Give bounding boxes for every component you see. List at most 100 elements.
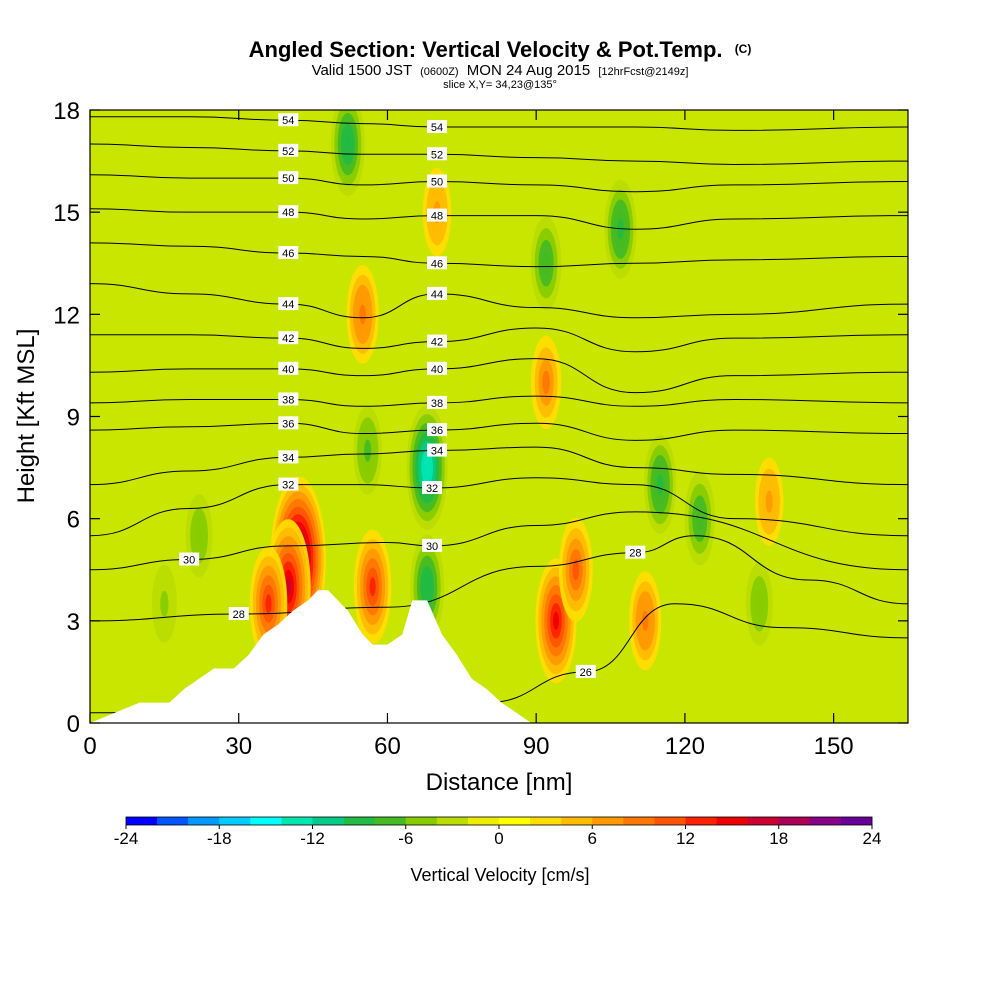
x-tick-label: 120: [665, 733, 705, 760]
colorbar-swatch: [499, 817, 531, 825]
y-tick-label: 3: [67, 609, 80, 636]
x-axis-label: Distance [nm]: [426, 769, 573, 796]
isentrope-label-bg: [278, 297, 299, 311]
isentrope-label: 42: [282, 333, 294, 345]
colorbar-tick-label: 12: [676, 829, 695, 848]
colorbar-tick-label: 0: [494, 829, 503, 848]
colorbar-swatch: [778, 817, 811, 825]
isentrope-label-bg: [278, 450, 299, 464]
colorbar-swatch: [312, 817, 344, 825]
colorbar-swatch: [809, 817, 842, 825]
isentrope-label: 38: [282, 394, 294, 406]
colorbar-tick-label: -18: [207, 829, 232, 848]
colorbar-swatch: [592, 817, 624, 825]
y-tick-label: 15: [53, 200, 80, 227]
colorbar-swatch: [374, 817, 407, 825]
isentrope-label: 46: [282, 248, 294, 260]
isentrope-label-bg: [278, 205, 299, 219]
velocity-cell: [695, 506, 704, 531]
colorbar-label: Vertical Velocity [cm/s]: [410, 865, 589, 885]
velocity-cell: [423, 576, 431, 598]
y-tick-label: 9: [67, 405, 80, 432]
subtitle-zulu: (0600Z): [420, 66, 459, 78]
chart-subtitle-slice: slice X,Y= 34,23@135°: [443, 79, 557, 91]
x-tick-label: 0: [83, 733, 96, 760]
isentrope-label: 44: [282, 299, 294, 311]
velocity-cell: [572, 559, 580, 581]
colorbar-swatch: [281, 817, 313, 825]
velocity-cell: [754, 589, 764, 618]
chart-title: Angled Section: Vertical Velocity & Pot.…: [249, 37, 752, 62]
isentrope-label: 28: [629, 548, 641, 560]
x-axis: 0 30 60 90 120 150: [83, 110, 854, 760]
velocity-cell: [656, 474, 664, 495]
isentrope-label-bg: [427, 443, 448, 457]
isentrope-36: [90, 422, 908, 441]
velocity-cell: [359, 304, 366, 325]
isentrope-label-bg: [278, 246, 299, 260]
isentrope-label: 30: [426, 541, 438, 553]
isentrope-label-bg: [625, 545, 646, 559]
colorbar-swatch: [157, 817, 189, 825]
isentrope-38: [90, 395, 908, 407]
x-tick-label: 30: [225, 733, 252, 760]
isentrope-label-bg: [427, 174, 448, 188]
velocity-cell: [424, 458, 431, 477]
isentrope-label-bg: [278, 392, 299, 406]
subtitle-valid: Valid 1500 JST: [312, 62, 412, 79]
colorbar-swatch: [561, 817, 593, 825]
y-tick-label: 12: [53, 302, 80, 329]
colorbar-swatch: [250, 817, 282, 825]
isentrope-label: 42: [431, 337, 443, 349]
isentrope-label: 52: [431, 149, 443, 161]
isentrope-label-bg: [179, 552, 200, 566]
isentrope-label: 50: [431, 177, 443, 189]
isentrope-label: 54: [431, 122, 443, 134]
colorbar-swatch: [188, 817, 220, 825]
isentrope-40: [90, 358, 908, 394]
velocity-cell: [194, 521, 204, 550]
isentrope-label-bg: [278, 477, 299, 491]
isentrope-label-bg: [422, 538, 443, 552]
terrain-mask: [90, 590, 908, 723]
isentrope-label-bg: [278, 361, 299, 375]
isentrope-label-bg: [427, 423, 448, 437]
isentrope-label-bg: [278, 416, 299, 430]
isentrope-44: [90, 283, 908, 319]
subtitle-forecast: [12hrFcst@2149z]: [598, 66, 688, 78]
isentrope-label: 40: [431, 364, 443, 376]
isentrope-label-bg: [427, 147, 448, 161]
colorbar-tick-label: 6: [588, 829, 597, 848]
isentrope-50: [90, 174, 908, 193]
velocity-cell: [542, 370, 550, 395]
isentrope-label-bg: [427, 395, 448, 409]
isentrope-label-bg: [427, 361, 448, 375]
velocity-cell: [285, 578, 292, 596]
chart-title-mark: (C): [735, 42, 752, 56]
x-tick-label: 150: [814, 733, 854, 760]
y-tick-label: 6: [67, 507, 80, 534]
isentrope-42: [90, 327, 908, 353]
isentrope-label: 34: [431, 446, 443, 458]
velocity-cell: [542, 251, 550, 275]
isentrope-label-bg: [278, 143, 299, 157]
isentrope-label: 46: [431, 258, 443, 270]
y-axis-label: Height [Kft MSL]: [13, 329, 40, 504]
subtitle-date: MON 24 Aug 2015: [467, 62, 590, 79]
isentrope-labels: 2626282830303232343436363838404042424444…: [179, 113, 646, 716]
isentrope-46: [90, 242, 908, 268]
x-tick-label: 90: [523, 733, 550, 760]
colorbar-tick-label: 24: [863, 829, 882, 848]
chart-subtitle: Valid 1500 JST (0600Z) MON 24 Aug 2015 […: [312, 62, 689, 79]
isentrope-label: 48: [282, 207, 294, 219]
colorbar-swatch: [126, 817, 158, 825]
isentrope-label: 32: [282, 480, 294, 492]
isentrope-54: [90, 116, 908, 131]
isentrope-label-bg: [278, 113, 299, 127]
isentrope-label-bg: [427, 256, 448, 270]
isentrope-label: 32: [426, 483, 438, 495]
velocity-cell: [265, 594, 272, 614]
isentrope-label: 28: [233, 609, 245, 621]
